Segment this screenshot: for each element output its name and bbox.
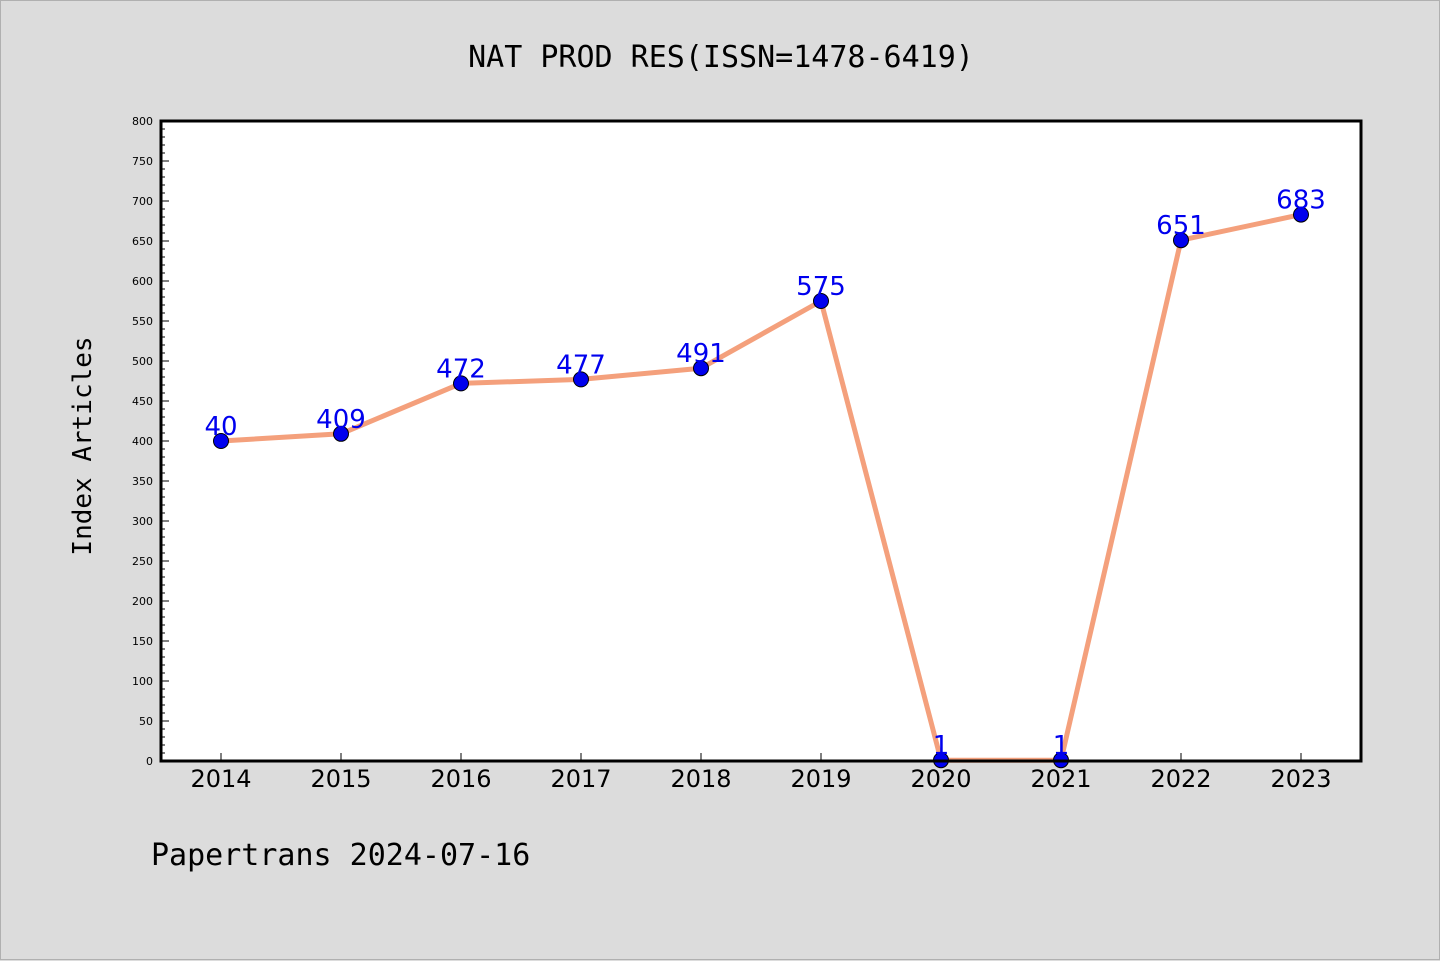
data-label: 683 <box>1276 186 1326 216</box>
data-point <box>1293 206 1309 223</box>
x-tick-label: 2015 <box>310 765 371 793</box>
series-index-articles: 40 409 472 477 491 575 1 1 651 683 <box>204 186 1326 769</box>
y-axis-label: Index Articles <box>68 336 98 555</box>
chart-title: NAT PROD RES(ISSN=1478-6419) <box>468 40 974 75</box>
y-tick-label: 150 <box>132 635 153 648</box>
y-tick-label: 200 <box>132 595 153 608</box>
data-point <box>1173 232 1189 249</box>
x-tick-label: 2020 <box>910 765 971 793</box>
y-tick-label: 250 <box>132 555 153 568</box>
plot-area <box>161 121 1361 761</box>
x-tick-label: 2014 <box>190 765 251 793</box>
data-point <box>573 371 589 388</box>
x-tick-label: 2016 <box>430 765 491 793</box>
data-label: 40 <box>204 412 237 442</box>
footer-text: Papertrans 2024-07-16 <box>151 838 530 873</box>
y-tick-label: 550 <box>132 315 153 328</box>
y-tick-label: 750 <box>132 155 153 168</box>
data-point <box>813 293 829 309</box>
data-label: 651 <box>1156 211 1206 241</box>
y-tick-label: 50 <box>139 715 153 728</box>
x-tick-label: 2022 <box>1150 765 1211 793</box>
x-axis: 2014 2015 2016 2017 2018 2019 2020 2021 2022 2023 <box>190 753 1332 793</box>
data-label: 472 <box>436 354 486 384</box>
y-tick-label: 800 <box>132 115 153 128</box>
x-tick-label: 2021 <box>1030 765 1091 793</box>
y-tick-label: 350 <box>132 475 153 488</box>
data-label: 409 <box>316 405 366 435</box>
data-label: 477 <box>556 350 606 380</box>
x-tick-label: 2018 <box>670 765 731 793</box>
y-tick-label: 400 <box>132 435 153 448</box>
y-tick-label: 300 <box>132 515 153 528</box>
data-point <box>453 375 469 392</box>
data-point <box>693 360 709 377</box>
y-tick-label: 650 <box>132 235 153 248</box>
plot-border <box>159 119 1363 763</box>
series-line <box>220 212 1302 763</box>
data-point <box>333 425 349 442</box>
y-tick-label: 700 <box>132 195 153 208</box>
x-tick-label: 2019 <box>790 765 851 793</box>
data-label: 575 <box>796 272 846 302</box>
y-tick-label: 100 <box>132 675 153 688</box>
data-point <box>213 433 229 449</box>
data-label: 1 <box>1053 731 1070 761</box>
data-label: 491 <box>676 339 726 369</box>
x-tick-label: 2017 <box>550 765 611 793</box>
y-tick-label: 450 <box>132 395 153 408</box>
y-tick-label: 600 <box>132 275 153 288</box>
x-tick-label: 2023 <box>1270 765 1331 793</box>
y-tick-label: 0 <box>146 755 153 768</box>
y-axis: 0 50 100 150 200 250 300 350 400 450 500 550 600 650 7… <box>132 115 169 768</box>
data-label: 1 <box>933 731 950 761</box>
y-tick-label: 500 <box>132 355 153 368</box>
